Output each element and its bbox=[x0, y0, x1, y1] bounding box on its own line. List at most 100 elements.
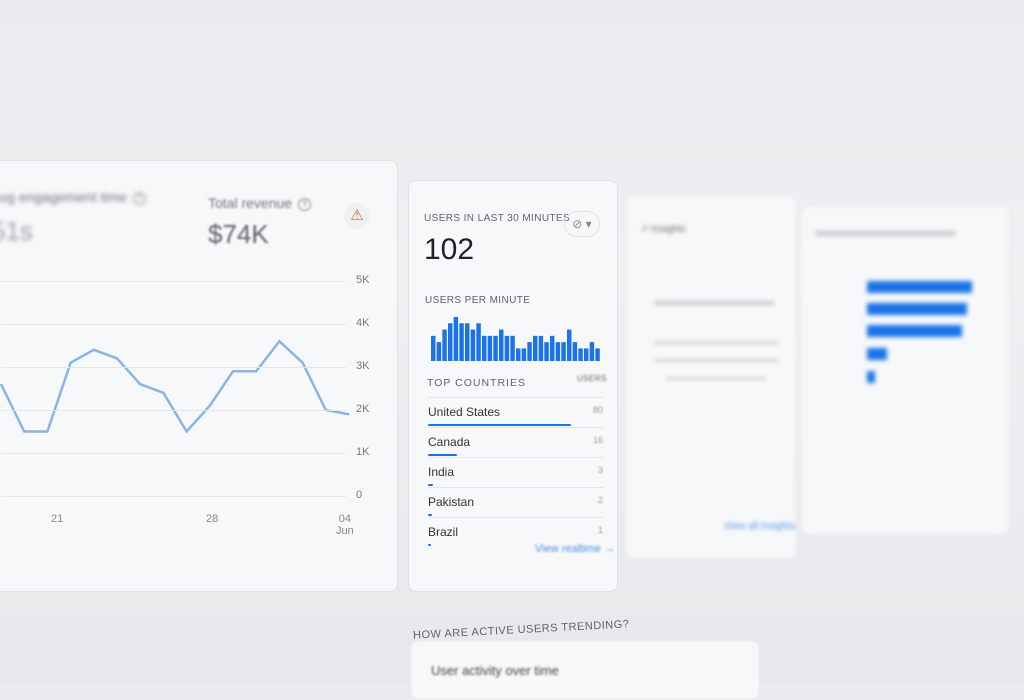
help-circle-icon[interactable]: ? bbox=[298, 197, 312, 211]
country-row[interactable]: United States 80 bbox=[428, 405, 603, 426]
realtime-value: 102 bbox=[424, 233, 475, 266]
revenue-series-line bbox=[0, 339, 350, 434]
divider bbox=[428, 427, 603, 428]
hbar bbox=[867, 325, 962, 337]
minute-bar[interactable] bbox=[589, 342, 595, 361]
view-all-insights-link[interactable]: View all insights bbox=[724, 521, 795, 532]
hbar-card bbox=[800, 205, 1010, 535]
data-point bbox=[0, 383, 2, 385]
country-row[interactable]: Pakistan 2 bbox=[428, 495, 603, 516]
data-point bbox=[278, 340, 280, 342]
data-point bbox=[348, 413, 350, 415]
country-name: United States bbox=[428, 405, 501, 419]
activity-card: User activity over time bbox=[410, 640, 760, 700]
country-users: 80 bbox=[592, 405, 603, 415]
country-name: Pakistan bbox=[428, 495, 475, 509]
minute-bar[interactable] bbox=[595, 348, 600, 361]
insights-title: ↗ Insights bbox=[640, 224, 686, 235]
minute-bar[interactable] bbox=[459, 323, 464, 361]
minute-bar[interactable] bbox=[584, 348, 589, 361]
gridline bbox=[1, 453, 346, 454]
minute-bar[interactable] bbox=[538, 335, 544, 361]
realtime-title: USERS IN LAST 30 MINUTES bbox=[424, 213, 571, 224]
x-tick-label: 21 bbox=[51, 513, 64, 525]
data-point bbox=[232, 370, 234, 372]
data-point bbox=[70, 362, 72, 364]
y-tick-label: 5K bbox=[356, 274, 370, 286]
minute-bar[interactable] bbox=[493, 335, 498, 361]
country-row[interactable]: Canada 16 bbox=[428, 435, 603, 456]
gridline bbox=[1, 496, 346, 497]
countries-header: TOP COUNTRIES bbox=[427, 377, 526, 389]
data-point bbox=[209, 405, 211, 407]
hbar bbox=[867, 281, 972, 293]
y-tick-label: 1K bbox=[356, 446, 370, 458]
data-point bbox=[23, 431, 25, 432]
warning-triangle-icon[interactable]: ⚠ bbox=[344, 203, 370, 229]
minute-bar[interactable] bbox=[448, 323, 453, 361]
country-row[interactable]: Brazil 1 bbox=[428, 525, 603, 546]
minute-bar[interactable] bbox=[555, 342, 561, 361]
country-name: Brazil bbox=[428, 525, 459, 539]
country-row[interactable]: India 3 bbox=[428, 465, 603, 486]
country-users: 2 bbox=[597, 495, 603, 505]
minute-bar[interactable] bbox=[470, 329, 476, 361]
minute-bar[interactable] bbox=[499, 329, 504, 361]
country-share-bar bbox=[428, 544, 431, 546]
minute-bar[interactable] bbox=[442, 329, 447, 361]
engagement-label: Avg engagement time? bbox=[0, 189, 146, 205]
y-tick-label: 2K bbox=[356, 403, 370, 415]
country-share-bar bbox=[428, 424, 571, 426]
data-point bbox=[46, 431, 48, 432]
help-circle-icon[interactable]: ? bbox=[132, 191, 146, 205]
insights-title-text: Insights bbox=[651, 224, 686, 235]
data-point bbox=[162, 392, 164, 394]
minute-bar[interactable] bbox=[516, 348, 521, 361]
revenue-label: Total revenue? bbox=[208, 195, 312, 211]
gridline bbox=[1, 410, 346, 411]
gridline bbox=[1, 367, 346, 368]
divider bbox=[428, 397, 603, 398]
minute-bar[interactable] bbox=[504, 335, 510, 361]
country-users: 1 bbox=[597, 525, 603, 535]
minute-bar[interactable] bbox=[521, 348, 527, 361]
minute-bar[interactable] bbox=[572, 342, 578, 361]
minute-bar[interactable] bbox=[510, 335, 515, 361]
hbar bbox=[867, 303, 967, 315]
y-tick-label: 0 bbox=[356, 489, 363, 501]
compare-circle-icon[interactable]: ⊘ ▾ bbox=[564, 211, 600, 237]
minute-bar[interactable] bbox=[527, 342, 532, 361]
revenue-line-chart bbox=[0, 339, 350, 434]
x-tick-label: 04 Jun bbox=[336, 513, 354, 537]
country-users: 3 bbox=[597, 465, 603, 475]
minute-bar[interactable] bbox=[578, 348, 583, 361]
divider bbox=[428, 517, 603, 518]
insights-icon: ↗ bbox=[640, 224, 649, 235]
y-tick-label: 3K bbox=[356, 360, 370, 372]
data-point bbox=[116, 357, 118, 359]
minute-bar[interactable] bbox=[465, 323, 470, 361]
minute-bar[interactable] bbox=[453, 317, 459, 361]
country-share-bar bbox=[428, 454, 457, 456]
data-point bbox=[93, 349, 95, 351]
realtime-card: USERS IN LAST 30 MINUTES ⊘ ▾ 102 USERS P… bbox=[408, 180, 618, 592]
minute-bar[interactable] bbox=[533, 335, 538, 361]
minute-bar[interactable] bbox=[431, 335, 436, 361]
minute-bar[interactable] bbox=[544, 342, 549, 361]
per-minute-label: USERS PER MINUTE bbox=[425, 295, 531, 306]
minute-bar[interactable] bbox=[487, 335, 493, 361]
gridline bbox=[1, 324, 346, 325]
data-point bbox=[139, 383, 141, 385]
minute-bar[interactable] bbox=[436, 342, 442, 361]
divider bbox=[428, 457, 603, 458]
hbar bbox=[867, 371, 875, 383]
minute-bar[interactable] bbox=[550, 335, 555, 361]
card-title-placeholder bbox=[815, 231, 955, 236]
insights-text-placeholder bbox=[654, 341, 779, 344]
insights-text-placeholder bbox=[654, 359, 779, 362]
view-realtime-link[interactable]: View realtime → bbox=[535, 543, 615, 555]
minute-bar[interactable] bbox=[567, 329, 572, 361]
minute-bar[interactable] bbox=[482, 335, 487, 361]
minute-bar[interactable] bbox=[476, 323, 481, 361]
minute-bar[interactable] bbox=[561, 342, 566, 361]
